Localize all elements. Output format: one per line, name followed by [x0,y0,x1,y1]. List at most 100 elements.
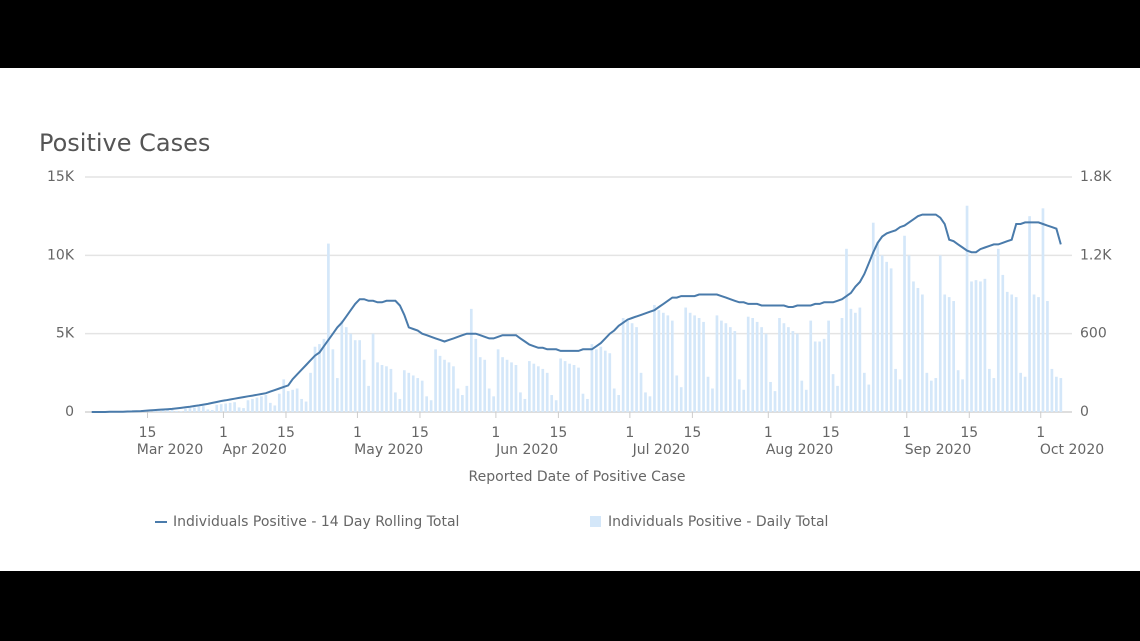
bar [577,367,580,412]
y-tick-label: 15K [47,169,75,185]
bar [697,318,701,412]
bar [1059,378,1063,412]
bar [938,255,942,412]
bar [362,359,366,412]
bar [501,357,504,412]
bar [188,408,192,412]
y-tick-label: 5K [56,326,75,342]
bar [702,321,705,412]
x-tick-label: 15 [139,425,157,441]
bar [644,392,647,412]
bar [411,375,415,412]
bar [653,304,656,412]
bar [778,318,781,412]
bar [684,307,688,412]
bar [599,346,603,412]
bar [974,280,978,412]
bar [554,400,558,412]
bar [952,301,955,412]
bar [809,320,813,412]
bar [568,363,571,412]
bar [800,380,804,412]
bar [1055,376,1058,412]
bar [175,410,178,412]
x-month-label: May 2020 [354,442,423,458]
bar [992,378,996,412]
bar [827,320,830,412]
bar [456,388,460,412]
bar [461,395,464,412]
bar [429,400,433,412]
bar [988,368,991,412]
bar [773,391,777,412]
bar [166,409,169,412]
x-tick-label: 1 [764,425,773,441]
bar [724,323,728,412]
bar [269,402,272,412]
x-month-label: Mar 2020 [137,442,204,458]
bar [639,372,643,412]
bar [670,320,674,412]
bar [255,397,259,412]
x-month-label: Jul 2020 [632,442,690,458]
bar [193,407,196,412]
chart-title: Positive Cases [39,129,210,157]
bar [242,408,245,412]
bar [675,375,679,412]
bar [528,361,531,412]
bar [318,344,321,412]
bar [550,395,554,412]
bar [693,315,696,412]
bar [358,340,362,412]
bar [912,281,915,412]
x-axis-label: Reported Date of Positive Case [469,469,686,485]
bar [1028,216,1031,412]
y2-tick-label: 600 [1080,326,1107,342]
bar [751,318,755,412]
bar [510,362,513,412]
bar [603,350,607,412]
bar [1001,274,1005,412]
bar [327,243,330,412]
bar [662,312,665,412]
bar [880,255,884,412]
bar [715,315,719,412]
bar [487,388,491,412]
bar [295,388,299,412]
bar [818,341,822,412]
bar [304,401,308,412]
bar [720,320,723,412]
bar [260,396,263,412]
bar [586,398,589,412]
bar [804,389,808,412]
bar [795,333,799,412]
bar [626,320,629,412]
x-tick-label: 15 [411,425,429,441]
bar [277,393,281,412]
bar [733,331,737,412]
bar [233,402,236,412]
bar [965,205,969,412]
bar [496,349,500,412]
bar [447,362,451,412]
bar [729,327,732,412]
bar [934,378,938,412]
bar [170,409,174,412]
bar [996,248,1000,412]
bar [291,389,295,412]
x-tick-label: 15 [960,425,978,441]
bar [760,327,763,412]
bar [956,370,960,412]
bar [416,378,420,412]
bar [536,366,540,412]
bar [469,308,473,412]
bar [1019,372,1022,412]
bar [219,404,223,412]
bar [572,365,576,412]
bar [943,294,947,412]
x-tick-label: 1 [491,425,500,441]
bar [197,406,201,412]
bar [903,235,906,412]
bar [822,338,826,412]
